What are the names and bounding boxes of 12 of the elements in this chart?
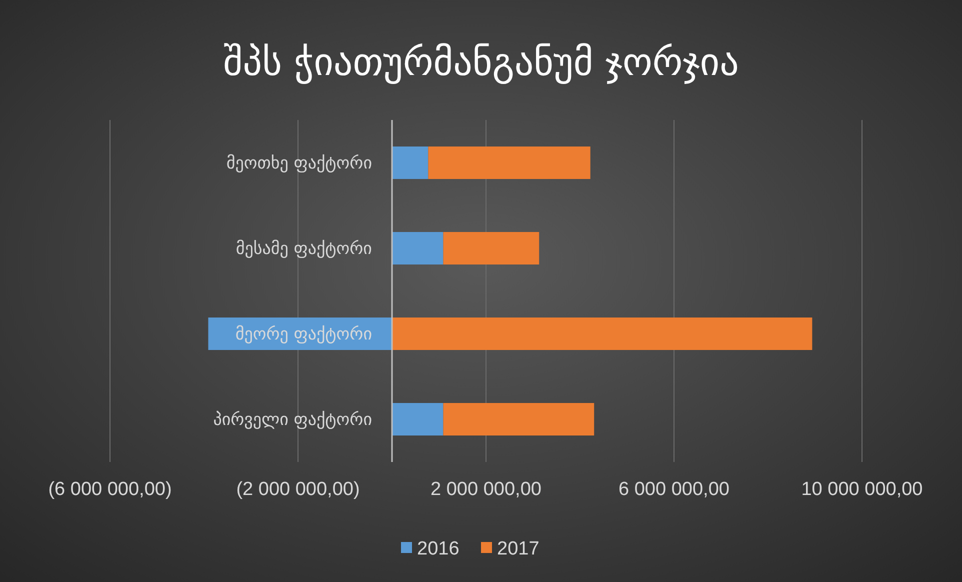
y-tick-label: მეორე ფაქტორი	[235, 324, 372, 345]
legend-label: 2016	[417, 538, 460, 560]
y-tick-label: პირველი ფაქტორი	[213, 410, 372, 430]
x-tick-label: 2 000 000,00	[430, 479, 542, 500]
chart-title: შპს ჭიათურმანგანუმ ჯორჯია	[223, 40, 739, 84]
x-tick-label: (2 000 000,00)	[236, 479, 360, 500]
y-tick-label: მესამე ფაქტორი	[236, 239, 372, 260]
x-tick-label: 10 000 000,00	[801, 479, 923, 500]
legend-label: 2017	[497, 538, 540, 560]
x-tick-label: 6 000 000,00	[618, 479, 730, 500]
x-tick-label: (6 000 000,00)	[48, 479, 172, 500]
y-tick-label: მეოთხე ფაქტორი	[226, 154, 372, 174]
